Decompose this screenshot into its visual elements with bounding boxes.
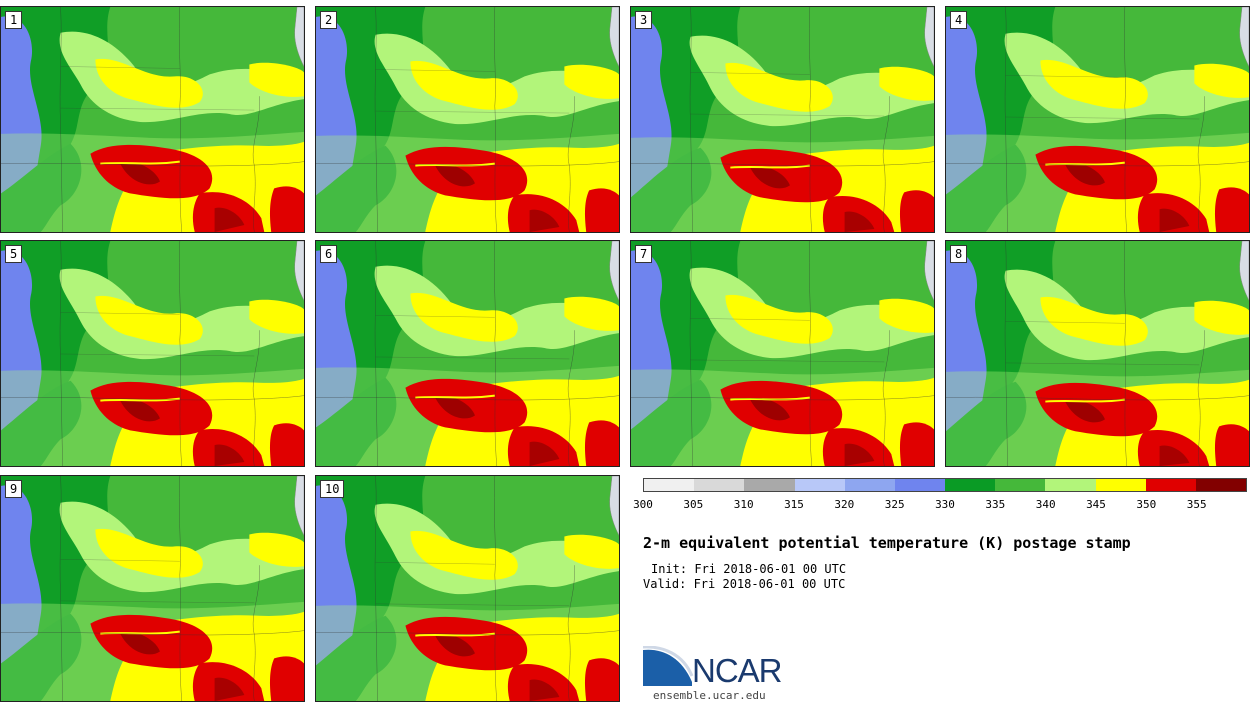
valid-time: Valid: Fri 2018-06-01 00 UTC — [643, 577, 846, 591]
ensemble-member-panel: 7 — [630, 240, 935, 467]
ensemble-member-panel: 9 — [0, 475, 305, 702]
member-label: 7 — [635, 245, 653, 263]
colorbar-segment — [894, 479, 946, 491]
colorbar-tick-label: 305 — [683, 498, 704, 511]
colorbar-segment — [644, 479, 695, 491]
ensemble-map — [1, 476, 304, 701]
logo-name: NCAR — [692, 652, 783, 689]
colorbar-tick-label: 300 — [633, 498, 653, 511]
member-label: 4 — [950, 11, 968, 29]
ncar-logo-icon — [643, 646, 694, 686]
member-label: 5 — [5, 245, 23, 263]
member-label: 8 — [950, 245, 968, 263]
colorbar-tick-label: 335 — [985, 498, 1006, 511]
colorbar-segment — [1045, 479, 1096, 491]
ensemble-member-panel: 4 — [945, 6, 1250, 233]
ensemble-member-panel: 10 — [315, 475, 620, 702]
colorbar-tick-label: 315 — [784, 498, 804, 511]
ensemble-member-panel: 1 — [0, 6, 305, 233]
ensemble-member-panel: 2 — [315, 6, 620, 233]
colorbar-segment — [844, 479, 895, 491]
member-label: 2 — [320, 11, 338, 29]
ensemble-map — [631, 7, 934, 232]
colorbar-tick-label: 320 — [834, 498, 855, 511]
ensemble-map — [1, 241, 304, 466]
colorbar-tick-label: 310 — [733, 498, 754, 511]
colorbar-segment — [1195, 479, 1247, 491]
init-time: Init: Fri 2018-06-01 00 UTC — [651, 562, 847, 576]
ensemble-map — [946, 241, 1249, 466]
colorbar-segment — [945, 479, 996, 491]
colorbar-tick-label: 350 — [1136, 498, 1157, 511]
logo-url: ensemble.ucar.edu — [653, 689, 766, 702]
member-label: 9 — [5, 480, 23, 498]
colorbar-tick-label: 345 — [1086, 498, 1106, 511]
colorbar-tick-label: 330 — [935, 498, 955, 511]
colorbar-tick-label: 355 — [1186, 498, 1207, 511]
ensemble-member-panel: 8 — [945, 240, 1250, 467]
ensemble-member-panel: 3 — [630, 6, 935, 233]
colorbar — [643, 478, 1247, 492]
ensemble-map — [946, 7, 1249, 232]
ensemble-map — [316, 476, 619, 701]
ensemble-map — [1, 7, 304, 232]
ensemble-member-panel: 5 — [0, 240, 305, 467]
ensemble-map — [631, 241, 934, 466]
ensemble-member-panel: 6 — [315, 240, 620, 467]
ensemble-map — [316, 241, 619, 466]
colorbar-segment — [1145, 479, 1196, 491]
member-label: 3 — [635, 11, 653, 29]
member-label: 6 — [320, 245, 338, 263]
colorbar-tick-label: 340 — [1035, 498, 1056, 511]
colorbar-segment — [744, 479, 795, 491]
colorbar-segment — [694, 479, 745, 491]
colorbar-segment — [794, 479, 845, 491]
ensemble-map — [316, 7, 619, 232]
map-title: 2-m equivalent potential temperature (K)… — [643, 534, 1131, 552]
colorbar-segment — [1095, 479, 1146, 491]
member-label: 1 — [5, 11, 23, 29]
colorbar-ticks: 300 305 310 315 320 325 330 335 340 345 350 355 — [633, 498, 1247, 512]
member-label: 10 — [320, 480, 345, 498]
colorbar-tick-label: 325 — [884, 498, 905, 511]
colorbar-segment — [995, 479, 1046, 491]
